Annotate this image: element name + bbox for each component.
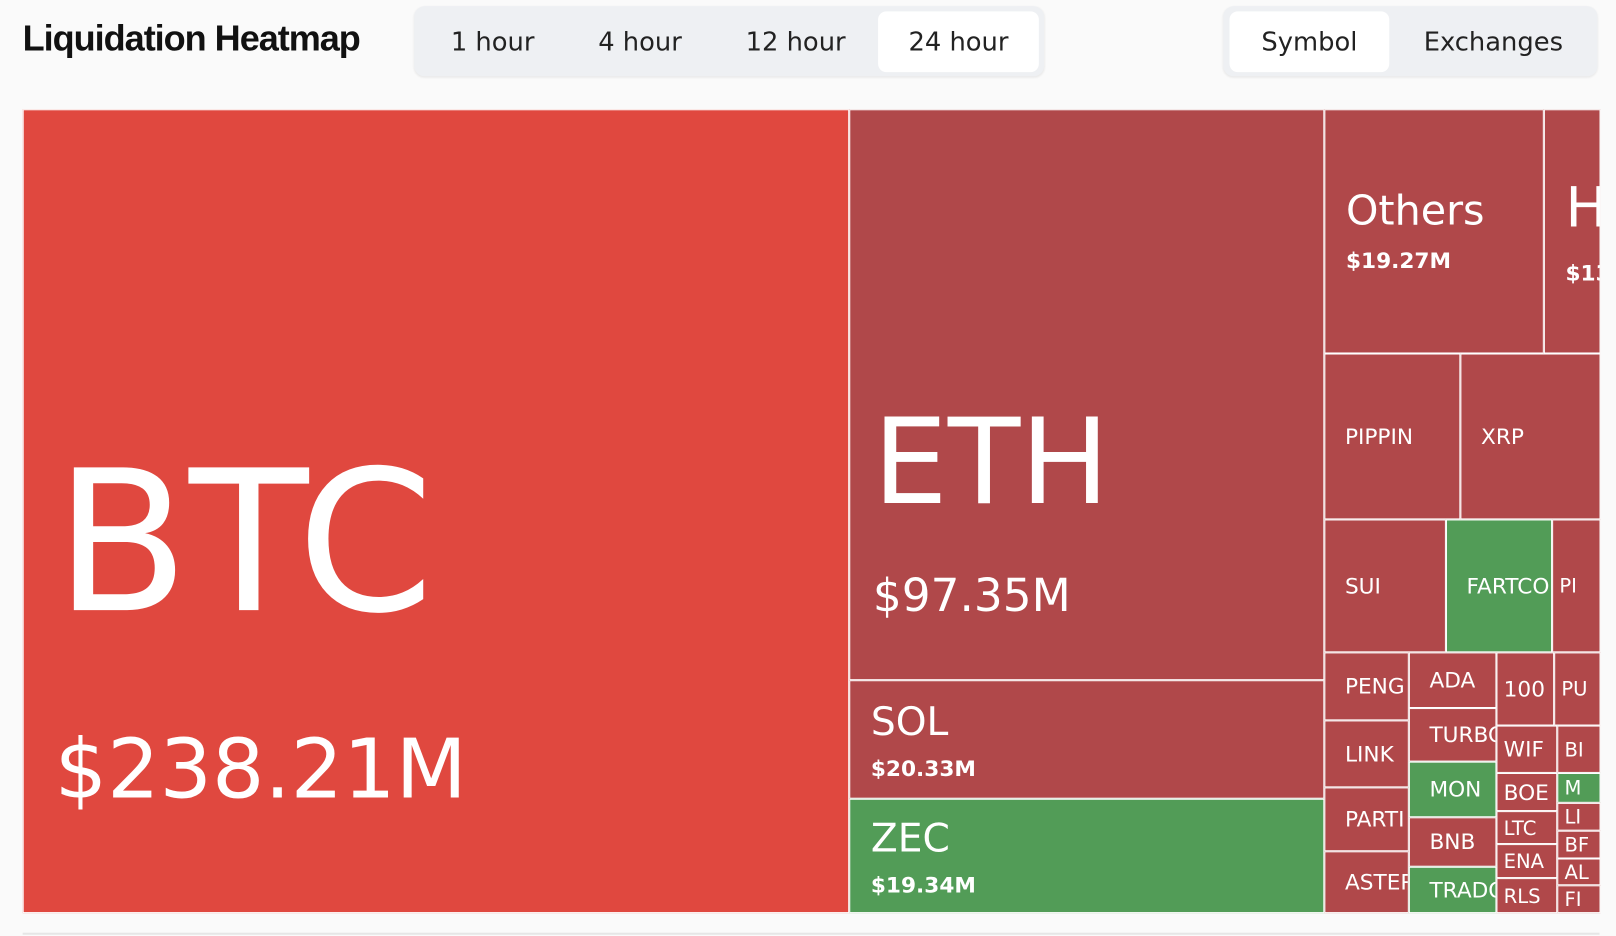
tile-value: $238.21M — [54, 721, 467, 818]
heatmap-tile[interactable]: TURBO — [1408, 708, 1497, 762]
heatmap-tile[interactable]: BNB — [1408, 817, 1497, 867]
tile-symbol: BI — [1564, 738, 1584, 762]
tile-value: $20.33M — [870, 756, 976, 782]
heatmap-tile[interactable]: BTC $238.21M — [22, 109, 850, 914]
tile-symbol: PENG — [1344, 674, 1405, 700]
tile-symbol: BOE — [1503, 780, 1549, 805]
tile-symbol: PU — [1561, 678, 1588, 701]
heatmap-tile[interactable]: PARTI — [1324, 787, 1409, 852]
heatmap-tile[interactable]: LTC — [1496, 811, 1558, 845]
heatmap-tile[interactable]: PI — [1552, 519, 1601, 653]
tile-symbol: LI — [1564, 805, 1582, 829]
view-tab[interactable]: Symbol — [1229, 11, 1390, 73]
tile-symbol: LTC — [1503, 816, 1537, 840]
tile-symbol: BTC — [54, 428, 434, 657]
tile-symbol: PI — [1559, 575, 1577, 598]
heatmap-tile[interactable]: ASTER — [1324, 851, 1409, 914]
tile-symbol: ADA — [1429, 668, 1476, 694]
tile-value: $19.27M — [1345, 248, 1452, 274]
tile-symbol: AL — [1564, 861, 1589, 884]
tile-symbol: 100 — [1503, 677, 1545, 702]
heatmap-tile[interactable]: ZEC $19.34M — [849, 798, 1325, 914]
tile-symbol: LINK — [1344, 741, 1394, 767]
heatmap-tile[interactable]: 100 — [1496, 652, 1555, 726]
heatmap-tile[interactable]: SUI — [1324, 519, 1446, 653]
tile-symbol: H — [1565, 180, 1599, 236]
tile-symbol: ASTER — [1344, 870, 1409, 896]
heatmap-tile[interactable]: H $13 — [1543, 109, 1601, 354]
heatmap-tile[interactable]: BOE — [1496, 772, 1558, 812]
tile-symbol: FARTCO — [1466, 573, 1550, 599]
tile-symbol: SUI — [1344, 573, 1381, 599]
tile-symbol: WIF — [1503, 737, 1544, 763]
heatmap-tile[interactable]: BI — [1557, 725, 1601, 773]
tile-value: $19.34M — [870, 872, 976, 898]
time-tab[interactable]: 1 hour — [450, 26, 535, 57]
heatmap-tile[interactable]: AL — [1557, 858, 1601, 886]
tile-symbol: TURBO — [1429, 722, 1495, 748]
heatmap-tile[interactable]: SOL $20.33M — [849, 680, 1325, 799]
time-tab[interactable]: 24 hour — [878, 11, 1039, 73]
tile-symbol: PARTI — [1344, 807, 1405, 833]
heatmap-tile[interactable]: ENA — [1496, 844, 1558, 879]
time-tab[interactable]: 4 hour — [598, 26, 682, 57]
tile-symbol: FI — [1564, 888, 1582, 912]
heatmap-tile[interactable]: WIF — [1496, 725, 1558, 773]
heatmap-tile[interactable]: ETH $97.35M — [849, 109, 1325, 681]
heatmap-tile[interactable]: FI — [1557, 885, 1601, 914]
page-title: Liquidation Heatmap — [22, 18, 361, 59]
tile-value: $97.35M — [872, 569, 1071, 623]
tile-symbol: M — [1564, 777, 1582, 800]
tile-symbol: MON — [1429, 777, 1482, 803]
time-tab[interactable]: 12 hour — [745, 26, 846, 57]
tile-symbol: ETH — [872, 393, 1110, 532]
heatmap-tile[interactable]: PENG — [1324, 652, 1409, 721]
heatmap-tile[interactable]: M — [1557, 772, 1601, 803]
heatmap-tile[interactable]: Others $19.27M — [1324, 109, 1544, 354]
view-tabs: Symbol Exchanges — [1223, 6, 1598, 77]
tile-symbol: ZEC — [870, 815, 950, 861]
heatmap-tile[interactable]: FARTCO — [1445, 519, 1553, 653]
time-tabs: 1 hour 4 hour 12 hour 24 hour — [414, 6, 1045, 77]
tile-symbol: TRADO — [1429, 878, 1495, 903]
heatmap-tile[interactable]: BF — [1557, 830, 1601, 859]
tile-symbol: RLS — [1503, 884, 1541, 908]
tile-symbol: BF — [1564, 833, 1590, 857]
divider — [22, 932, 1600, 935]
heatmap-tile[interactable]: XRP — [1460, 353, 1601, 520]
heatmap-tile[interactable]: TRADO — [1408, 866, 1497, 914]
view-tab[interactable]: Exchanges — [1423, 26, 1564, 57]
tile-symbol: BNB — [1429, 830, 1476, 855]
tile-symbol: PIPPIN — [1344, 424, 1414, 450]
heatmap-tile[interactable]: MON — [1408, 761, 1497, 818]
heatmap-tile[interactable]: LI — [1557, 802, 1601, 831]
heatmap-tile[interactable]: RLS — [1496, 878, 1558, 914]
tile-symbol: ENA — [1503, 850, 1545, 873]
heatmap-tile[interactable]: ADA — [1408, 652, 1497, 709]
tile-symbol: SOL — [870, 698, 949, 745]
heatmap-tile[interactable]: PU — [1554, 652, 1601, 726]
heatmap-tile[interactable]: PIPPIN — [1324, 353, 1461, 520]
tile-symbol: XRP — [1480, 424, 1524, 450]
tile-symbol: Others — [1345, 187, 1485, 235]
tile-value: $13 — [1565, 260, 1599, 286]
heatmap-tile[interactable]: LINK — [1324, 720, 1409, 788]
